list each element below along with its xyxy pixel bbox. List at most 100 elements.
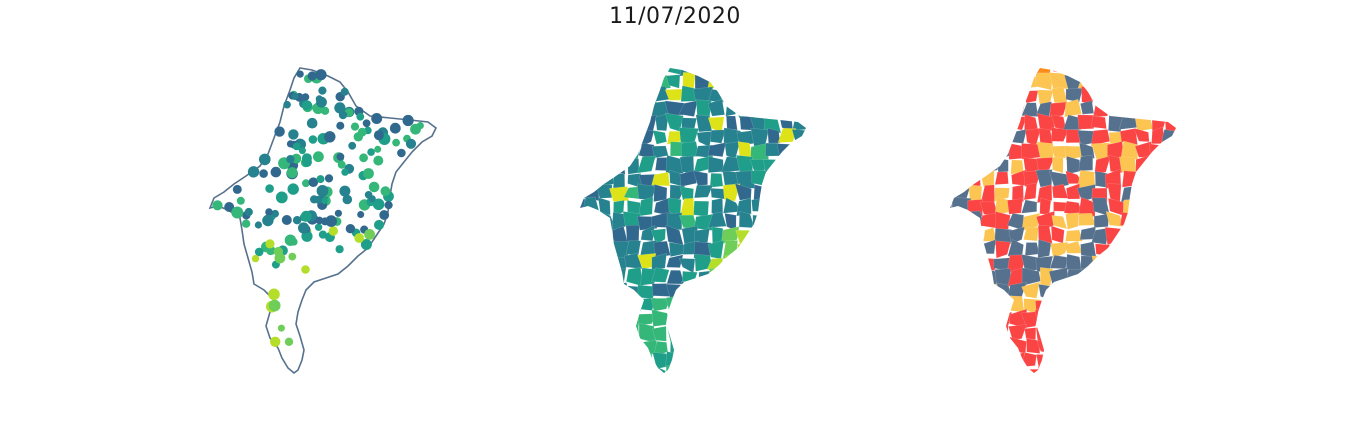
municipality-cell: [651, 253, 667, 271]
municipality-risk-cell: [1162, 156, 1176, 172]
municipality-cell: [819, 142, 837, 159]
case-point: [271, 209, 279, 218]
case-point: [306, 117, 318, 129]
municipality-risk-cell: [1051, 215, 1068, 230]
municipality-risk-cell: [1146, 369, 1165, 373]
municipality-risk-cell: [1190, 184, 1208, 199]
municipality-risk-cell: [1026, 338, 1041, 354]
municipality-risk-cell: [1132, 367, 1154, 373]
municipality-cell: [650, 228, 666, 245]
municipality-cell: [665, 295, 685, 314]
case-point: [275, 191, 288, 204]
municipality-cell: [708, 381, 725, 398]
municipality-cell: [765, 282, 783, 300]
case-point: [324, 131, 336, 143]
municipality-risk-cell: [1150, 256, 1165, 273]
municipality-risk-cell: [1108, 88, 1126, 101]
case-point: [286, 155, 295, 164]
municipality-cell: [707, 142, 727, 157]
municipality-cell: [807, 158, 824, 173]
municipality-risk-cell: [1106, 254, 1124, 273]
municipality-cell: [651, 325, 667, 342]
municipality-risk-cell: [980, 156, 998, 174]
municipality-cell: [651, 267, 670, 283]
municipality-cell: [724, 267, 739, 285]
municipality-cell: [583, 267, 600, 282]
municipality-risk-cell: [1134, 72, 1152, 87]
municipality-cell: [625, 71, 643, 91]
municipality-cell: [580, 211, 586, 230]
case-point: [402, 114, 414, 127]
municipality-risk-cell: [950, 367, 957, 373]
municipality-risk-cell: [993, 338, 1010, 354]
municipality-risk-cell: [1177, 214, 1195, 231]
municipality-cell: [585, 381, 598, 397]
municipality-cell: [580, 350, 588, 370]
municipality-risk-cell: [1035, 299, 1055, 312]
municipality-risk-cell: [1009, 336, 1027, 354]
case-point: [316, 96, 327, 108]
municipality-risk-cell: [1133, 229, 1152, 244]
municipality-risk-cell: [1078, 312, 1096, 328]
municipality-cell: [776, 143, 797, 160]
municipality-risk-cell: [1189, 240, 1207, 259]
case-point: [259, 153, 271, 166]
municipality-cell: [580, 241, 588, 258]
municipality-cell: [808, 325, 821, 339]
municipality-risk-cell: [1024, 368, 1039, 373]
municipality-cell: [595, 68, 615, 78]
municipality-cell: [638, 142, 656, 160]
municipality-risk-cell: [1134, 352, 1153, 370]
municipality-cell: [666, 74, 681, 89]
municipality-risk-cell: [1078, 355, 1096, 369]
case-point: [291, 93, 299, 100]
municipality-cell: [767, 336, 779, 357]
municipality-cell: [581, 68, 599, 77]
municipality-risk-cell: [1091, 85, 1109, 105]
municipality-risk-cell: [1095, 243, 1111, 257]
municipality-cell: [627, 380, 640, 399]
municipality-cell: [706, 280, 726, 301]
case-point: [334, 209, 342, 217]
municipality-risk-cell: [1011, 184, 1024, 202]
municipality-risk-cell: [1164, 339, 1176, 357]
case-point: [314, 223, 323, 231]
municipality-cell: [611, 68, 627, 74]
municipality-cell: [821, 341, 838, 352]
case-point: [360, 239, 372, 250]
case-point: [334, 102, 346, 114]
municipality-risk-cell: [1164, 184, 1176, 200]
case-point: [231, 206, 244, 219]
municipality-risk-cell: [966, 366, 985, 373]
municipality-risk-cell: [1050, 283, 1068, 300]
municipality-risk-cell: [1175, 68, 1176, 76]
municipality-cell: [679, 127, 700, 144]
municipality-risk-cell: [980, 184, 995, 203]
municipality-risk-cell: [1119, 337, 1139, 355]
municipality-risk-cell: [1148, 100, 1167, 117]
municipality-risk-cell: [1120, 85, 1138, 101]
municipality-cell: [709, 308, 724, 326]
municipality-cell: [610, 113, 627, 133]
municipality-cell: [596, 352, 613, 366]
case-point: [284, 234, 297, 246]
municipality-risk-cell: [1021, 90, 1039, 104]
municipality-cell: [580, 155, 583, 175]
case-point: [325, 215, 337, 227]
municipality-cell: [820, 158, 837, 173]
municipality-risk-cell: [993, 113, 1011, 129]
municipality-cell: [793, 226, 806, 242]
municipality-risk-cell: [1147, 73, 1164, 89]
municipality-risk-cell: [1008, 85, 1026, 104]
case-point: [350, 122, 360, 131]
municipality-risk-cell: [1063, 338, 1083, 358]
municipality-risk-cell: [1160, 242, 1176, 257]
municipality-cell: [723, 340, 742, 354]
case-point: [316, 175, 325, 184]
municipality-risk-cell: [1093, 213, 1110, 228]
municipality-cell: [735, 68, 753, 77]
municipality-cell: [726, 115, 738, 131]
case-point: [268, 288, 280, 301]
municipality-risk-cell: [1009, 379, 1022, 397]
municipality-risk-cell: [1121, 170, 1139, 188]
